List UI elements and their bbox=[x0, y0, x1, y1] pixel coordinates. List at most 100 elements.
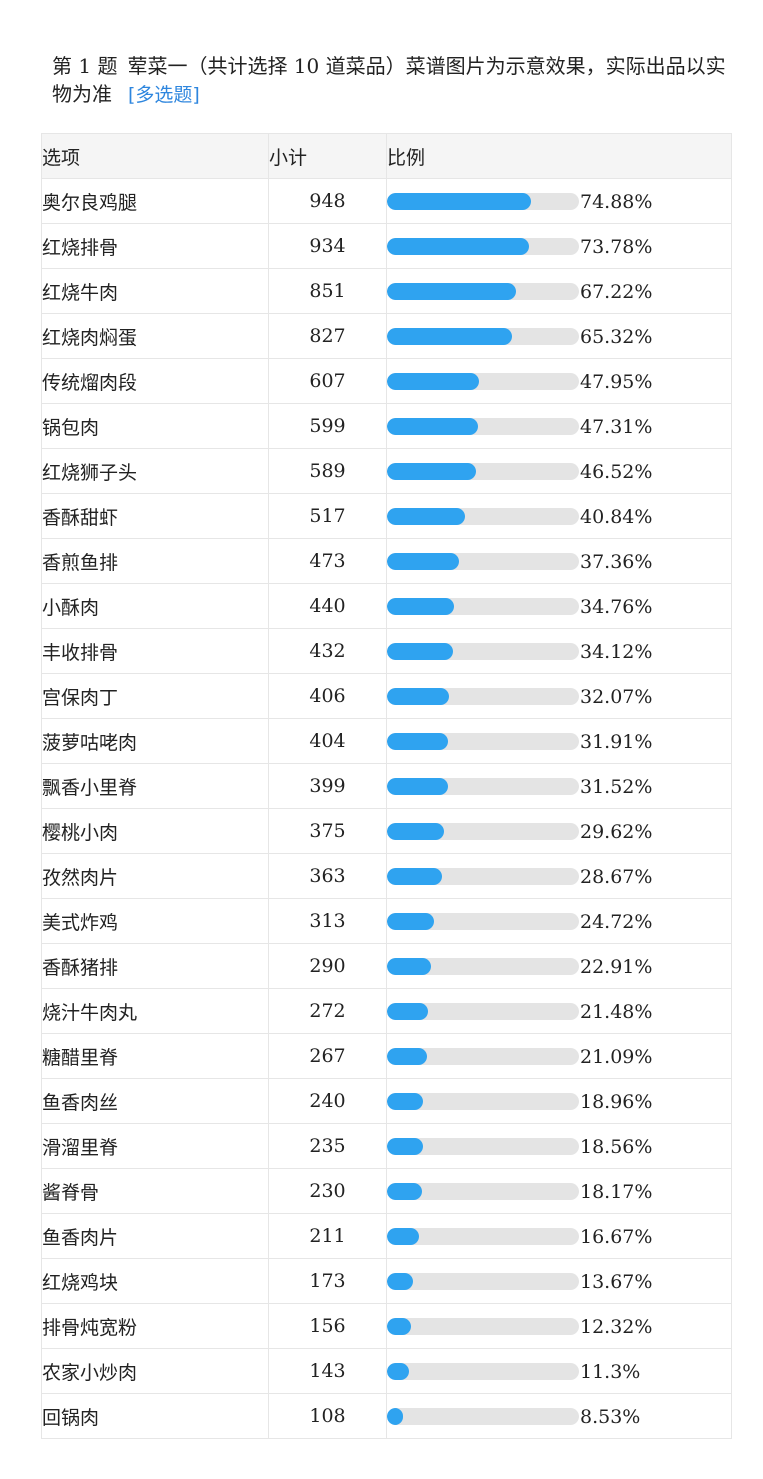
row-option: 樱桃小肉 bbox=[41, 808, 269, 854]
row-option: 美式炸鸡 bbox=[41, 898, 269, 944]
ratio-bar-track bbox=[387, 868, 579, 885]
table-row: 小酥肉 440 34.76% bbox=[41, 583, 732, 629]
row-ratio: 34.76% bbox=[386, 583, 732, 629]
ratio-bar-track bbox=[387, 778, 579, 795]
row-ratio: 8.53% bbox=[386, 1393, 732, 1439]
ratio-percent-label: 11.3% bbox=[580, 1360, 641, 1383]
table-row: 传统熘肉段 607 47.95% bbox=[41, 358, 732, 404]
row-option: 小酥肉 bbox=[41, 583, 269, 629]
row-count: 599 bbox=[268, 403, 387, 449]
row-count: 240 bbox=[268, 1078, 387, 1124]
ratio-percent-label: 37.36% bbox=[580, 550, 653, 573]
table-row: 鱼香肉丝 240 18.96% bbox=[41, 1078, 732, 1124]
row-count: 272 bbox=[268, 988, 387, 1034]
table-row: 丰收排骨 432 34.12% bbox=[41, 628, 732, 674]
table-row: 红烧狮子头 589 46.52% bbox=[41, 448, 732, 494]
ratio-bar-track bbox=[387, 1408, 579, 1425]
ratio-bar-track bbox=[387, 373, 579, 390]
row-ratio: 46.52% bbox=[386, 448, 732, 494]
ratio-percent-label: 34.12% bbox=[580, 640, 653, 663]
ratio-percent-label: 22.91% bbox=[580, 955, 653, 978]
row-ratio: 18.56% bbox=[386, 1123, 732, 1169]
results-table: 选项 小计 比例 奥尔良鸡腿 948 74.88% 红烧排骨 934 73.78% 红烧牛肉… bbox=[41, 133, 732, 1439]
row-count: 156 bbox=[268, 1303, 387, 1349]
row-option: 烧汁牛肉丸 bbox=[41, 988, 269, 1034]
ratio-bar-track bbox=[387, 1363, 579, 1380]
ratio-percent-label: 65.32% bbox=[580, 325, 653, 348]
ratio-bar-track bbox=[387, 238, 579, 255]
ratio-percent-label: 46.52% bbox=[580, 460, 653, 483]
ratio-bar-track bbox=[387, 913, 579, 930]
ratio-bar-fill bbox=[387, 508, 466, 525]
table-row: 菠萝咕咾肉 404 31.91% bbox=[41, 718, 732, 764]
table-body: 奥尔良鸡腿 948 74.88% 红烧排骨 934 73.78% 红烧牛肉 851 67.22%… bbox=[41, 178, 732, 1439]
table-row: 烧汁牛肉丸 272 21.48% bbox=[41, 988, 732, 1034]
ratio-bar-fill bbox=[387, 1138, 423, 1155]
ratio-bar-track bbox=[387, 688, 579, 705]
row-count: 432 bbox=[268, 628, 387, 674]
ratio-bar-fill bbox=[387, 283, 517, 300]
ratio-bar-track bbox=[387, 733, 579, 750]
table-row: 酱脊骨 230 18.17% bbox=[41, 1168, 732, 1214]
table-row: 美式炸鸡 313 24.72% bbox=[41, 898, 732, 944]
ratio-bar-track bbox=[387, 1183, 579, 1200]
ratio-bar-fill bbox=[387, 778, 448, 795]
ratio-bar-fill bbox=[387, 1273, 414, 1290]
row-count: 375 bbox=[268, 808, 387, 854]
table-row: 香酥甜虾 517 40.84% bbox=[41, 493, 732, 539]
row-count: 517 bbox=[268, 493, 387, 539]
row-count: 827 bbox=[268, 313, 387, 359]
ratio-bar-fill bbox=[387, 238, 529, 255]
row-ratio: 16.67% bbox=[386, 1213, 732, 1259]
ratio-percent-label: 21.09% bbox=[580, 1045, 653, 1068]
row-ratio: 47.31% bbox=[386, 403, 732, 449]
question-number: 第 1 题 bbox=[52, 54, 118, 78]
ratio-bar-fill bbox=[387, 1048, 428, 1065]
row-option: 孜然肉片 bbox=[41, 853, 269, 899]
row-count: 313 bbox=[268, 898, 387, 944]
ratio-percent-label: 29.62% bbox=[580, 820, 653, 843]
question-type-tag: [多选题] bbox=[128, 84, 200, 106]
question-text: 荤菜一（共计选择 10 道菜品）菜谱图片为示意效果，实际出品以实物为准 bbox=[52, 54, 726, 106]
table-row: 香煎鱼排 473 37.36% bbox=[41, 538, 732, 584]
row-ratio: 11.3% bbox=[386, 1348, 732, 1394]
table-row: 红烧牛肉 851 67.22% bbox=[41, 268, 732, 314]
row-count: 211 bbox=[268, 1213, 387, 1259]
ratio-bar-fill bbox=[387, 328, 513, 345]
row-option: 鱼香肉片 bbox=[41, 1213, 269, 1259]
row-option: 宫保肉丁 bbox=[41, 673, 269, 719]
row-ratio: 73.78% bbox=[386, 223, 732, 269]
row-count: 173 bbox=[268, 1258, 387, 1304]
ratio-bar-fill bbox=[387, 688, 449, 705]
ratio-bar-track bbox=[387, 553, 579, 570]
ratio-bar-track bbox=[387, 463, 579, 480]
table-row: 锅包肉 599 47.31% bbox=[41, 403, 732, 449]
row-ratio: 34.12% bbox=[386, 628, 732, 674]
row-ratio: 13.67% bbox=[386, 1258, 732, 1304]
table-row: 飘香小里脊 399 31.52% bbox=[41, 763, 732, 809]
row-count: 267 bbox=[268, 1033, 387, 1079]
row-option: 飘香小里脊 bbox=[41, 763, 269, 809]
row-count: 235 bbox=[268, 1123, 387, 1169]
table-row: 滑溜里脊 235 18.56% bbox=[41, 1123, 732, 1169]
row-ratio: 29.62% bbox=[386, 808, 732, 854]
table-row: 香酥猪排 290 22.91% bbox=[41, 943, 732, 989]
ratio-bar-fill bbox=[387, 1003, 429, 1020]
ratio-percent-label: 18.17% bbox=[580, 1180, 653, 1203]
ratio-percent-label: 16.67% bbox=[580, 1225, 653, 1248]
row-count: 851 bbox=[268, 268, 387, 314]
ratio-bar-track bbox=[387, 508, 579, 525]
row-ratio: 21.48% bbox=[386, 988, 732, 1034]
ratio-bar-track bbox=[387, 1003, 579, 1020]
ratio-percent-label: 8.53% bbox=[580, 1405, 641, 1428]
row-count: 934 bbox=[268, 223, 387, 269]
ratio-bar-track bbox=[387, 1318, 579, 1335]
row-ratio: 24.72% bbox=[386, 898, 732, 944]
row-option: 红烧狮子头 bbox=[41, 448, 269, 494]
row-option: 农家小炒肉 bbox=[41, 1348, 269, 1394]
row-count: 406 bbox=[268, 673, 387, 719]
row-option: 香酥甜虾 bbox=[41, 493, 269, 539]
row-option: 奥尔良鸡腿 bbox=[41, 178, 269, 224]
row-ratio: 65.32% bbox=[386, 313, 732, 359]
row-option: 回锅肉 bbox=[41, 1393, 269, 1439]
